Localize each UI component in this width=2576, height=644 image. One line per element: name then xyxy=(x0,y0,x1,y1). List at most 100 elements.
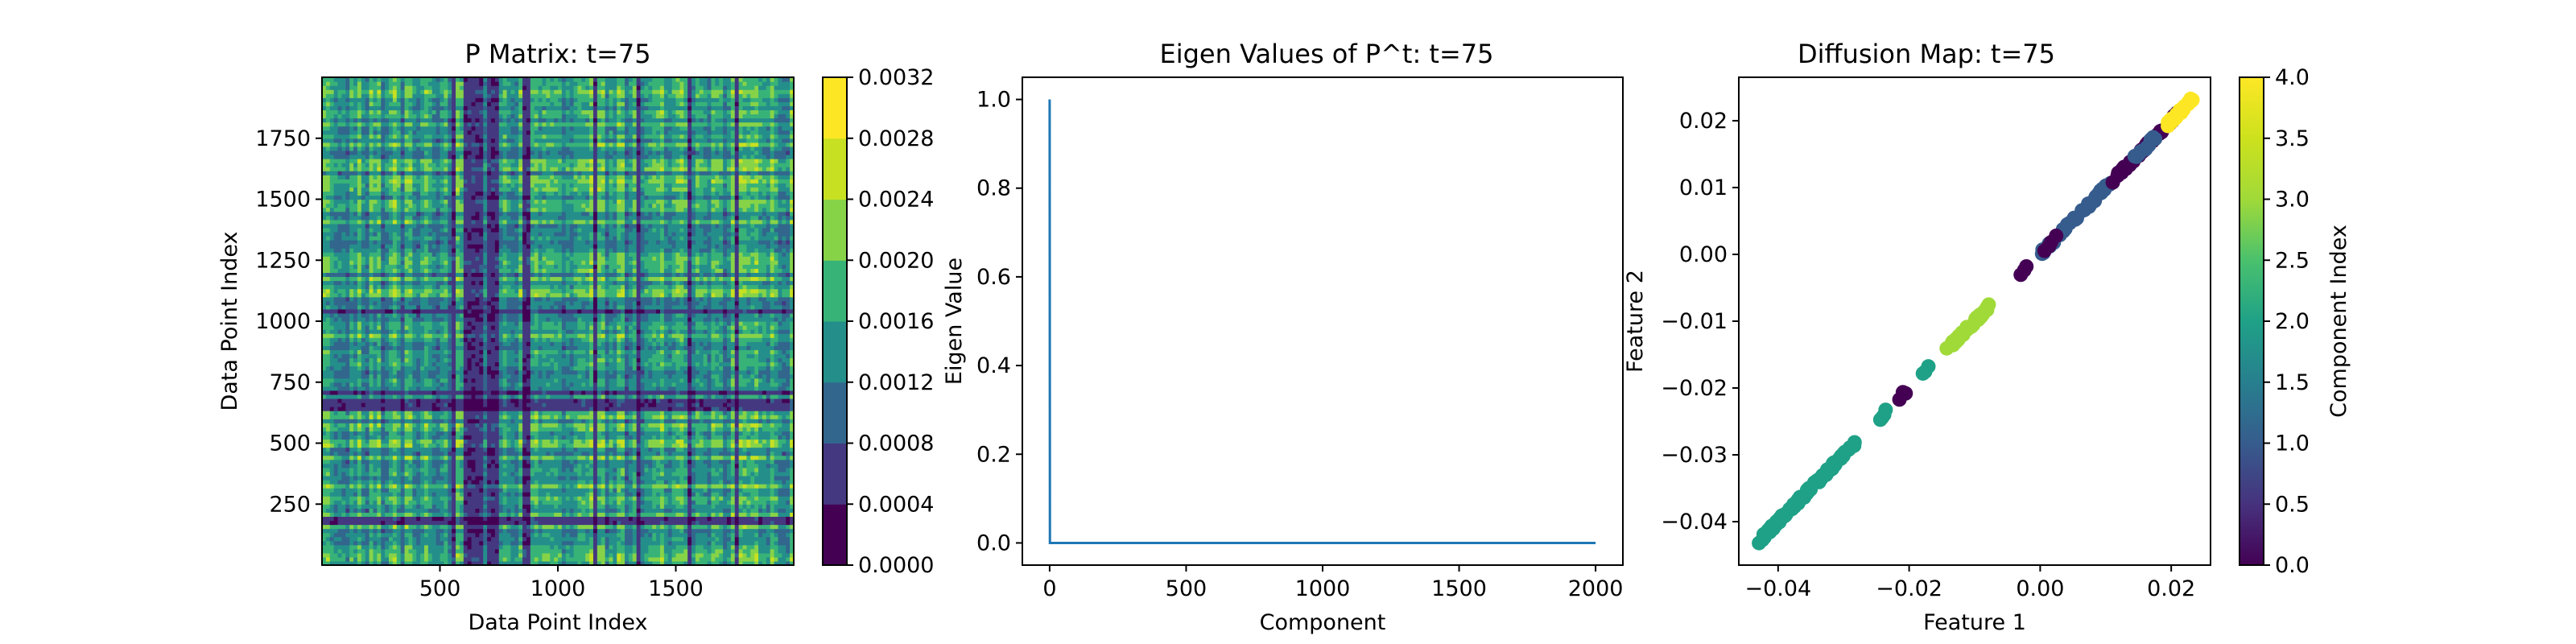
heatmap-cell xyxy=(663,528,669,534)
heatmap-cell xyxy=(510,540,515,546)
heatmap-cell xyxy=(703,544,708,550)
heatmap-cell xyxy=(440,398,444,403)
heatmap-cell xyxy=(632,488,638,493)
heatmap-cell xyxy=(459,552,464,558)
heatmap-cell xyxy=(444,492,448,497)
heatmap-cell xyxy=(534,524,539,530)
heatmap-cell xyxy=(389,508,394,513)
heatmap-cell xyxy=(389,419,394,423)
heatmap-cell xyxy=(369,536,374,542)
heatmap-cell xyxy=(589,524,594,530)
heatmap-cell xyxy=(412,431,417,436)
heatmap-cell xyxy=(337,398,343,403)
heatmap-cell xyxy=(750,398,755,403)
heatmap-cell xyxy=(790,427,795,431)
heatmap-cell xyxy=(353,552,358,558)
heatmap-cell xyxy=(416,467,421,473)
heatmap-cell xyxy=(361,402,366,407)
heatmap-cell xyxy=(423,540,429,546)
heatmap-cell xyxy=(652,419,657,423)
heatmap-cell xyxy=(754,520,759,526)
heatmap-cell xyxy=(389,488,394,493)
heatmap-cell xyxy=(396,443,402,448)
heatmap-cell xyxy=(530,488,535,493)
heatmap-cell xyxy=(538,415,543,419)
heatmap-cell xyxy=(373,455,378,460)
heatmap-cell xyxy=(648,463,653,469)
heatmap-cell xyxy=(707,402,712,407)
heatmap-cell xyxy=(522,516,527,522)
heatmap-cell xyxy=(640,398,646,403)
heatmap-cell xyxy=(487,520,492,526)
heatmap-cell xyxy=(667,516,673,522)
heatmap-cell xyxy=(569,394,575,399)
heatmap-cell xyxy=(369,439,374,444)
heatmap-cell xyxy=(597,540,602,546)
heatmap-cell xyxy=(412,512,417,517)
heatmap-cell xyxy=(778,439,782,444)
heatmap-cell xyxy=(652,463,657,469)
heatmap-cell xyxy=(550,475,555,481)
heatmap-cell xyxy=(719,544,724,550)
heatmap-cell xyxy=(373,439,378,444)
heatmap-cell xyxy=(329,560,335,566)
heatmap-cell xyxy=(518,556,523,562)
heatmap-cell xyxy=(774,544,779,550)
heatmap-cell xyxy=(628,508,634,513)
heatmap-cell xyxy=(385,508,390,513)
heatmap-cell xyxy=(483,407,488,411)
heatmap-cell xyxy=(467,560,473,566)
heatmap-cell xyxy=(373,415,378,419)
heatmap-cell xyxy=(463,415,469,419)
heatmap-cell xyxy=(487,540,492,546)
heatmap-cell xyxy=(609,532,613,538)
heatmap-cell xyxy=(723,447,728,452)
heatmap-cell xyxy=(738,423,744,427)
heatmap-cell xyxy=(369,423,374,427)
heatmap-cell xyxy=(385,556,390,562)
heatmap-cell xyxy=(487,407,492,411)
heatmap-cell xyxy=(778,451,782,456)
heatmap-cell xyxy=(463,524,469,530)
heatmap-cell xyxy=(577,439,582,444)
heatmap-cell xyxy=(762,556,767,562)
heatmap-cell xyxy=(357,548,362,554)
heatmap-cell xyxy=(585,508,590,513)
heatmap-cell xyxy=(404,467,410,473)
heatmap-cell xyxy=(750,431,755,436)
heatmap-cell xyxy=(766,532,771,538)
heatmap-cell xyxy=(448,471,452,477)
heatmap-cell xyxy=(762,407,767,411)
heatmap-cell xyxy=(790,508,795,513)
heatmap-cell xyxy=(396,427,402,431)
heatmap-cell xyxy=(707,447,712,452)
heatmap-cell xyxy=(408,435,413,440)
heatmap-cell xyxy=(436,423,441,427)
heatmap-cell xyxy=(440,415,444,419)
heatmap-cell xyxy=(526,451,531,456)
heatmap-cell xyxy=(404,508,410,513)
heatmap-cell xyxy=(782,516,786,522)
heatmap-cell xyxy=(585,536,590,542)
heatmap-cell xyxy=(483,463,488,469)
heatmap-cell xyxy=(475,504,480,509)
heatmap-cell xyxy=(632,528,638,534)
heatmap-cell xyxy=(463,479,469,485)
heatmap-cell xyxy=(648,423,653,427)
heatmap-cell xyxy=(329,423,335,427)
heatmap-cell xyxy=(730,475,736,481)
heatmap-cell xyxy=(522,508,527,513)
heatmap-cell xyxy=(518,479,523,485)
heatmap-cell xyxy=(730,556,736,562)
heatmap-cell xyxy=(589,427,594,431)
heatmap-cell xyxy=(707,528,712,534)
heatmap-cell xyxy=(758,419,763,423)
heatmap-cell xyxy=(365,455,370,460)
heatmap-cell xyxy=(502,556,508,562)
heatmap-cell xyxy=(396,548,402,554)
heatmap-cell xyxy=(392,532,398,538)
heatmap-cell xyxy=(573,431,579,436)
heatmap-cell xyxy=(659,556,665,562)
heatmap-cell xyxy=(778,463,782,469)
heatmap-cell xyxy=(467,435,473,440)
